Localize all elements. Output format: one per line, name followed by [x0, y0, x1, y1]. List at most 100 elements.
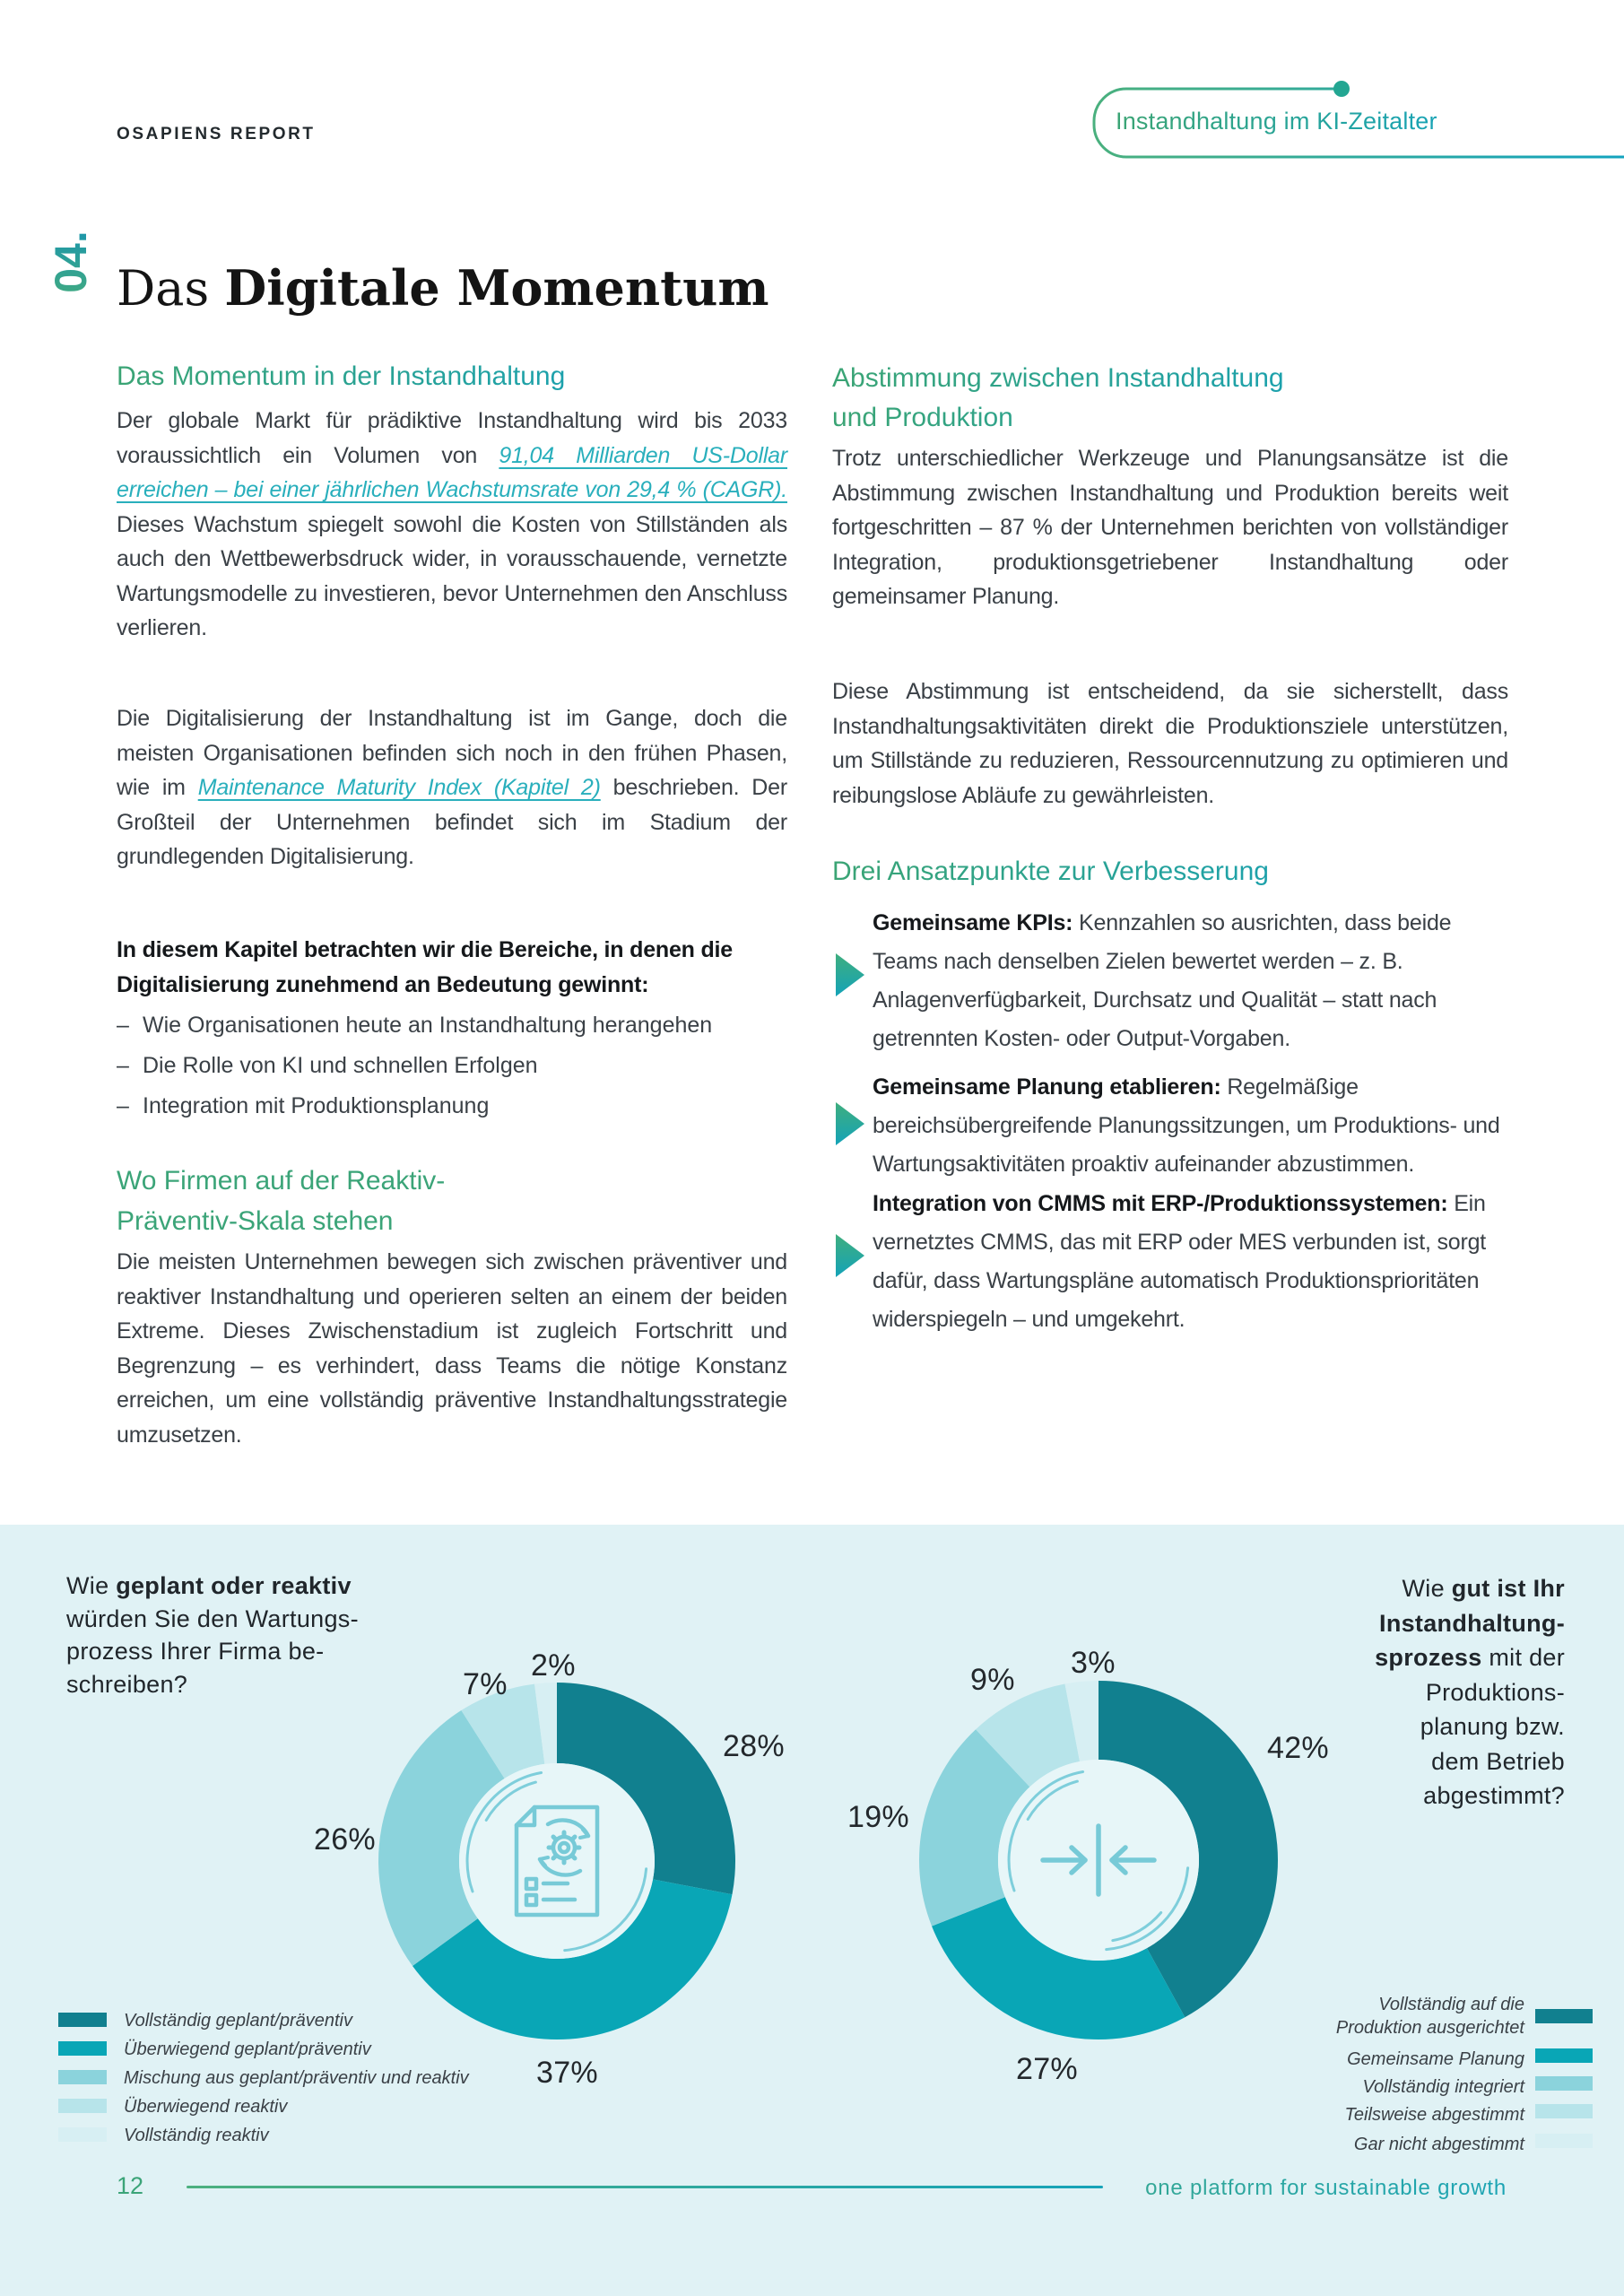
chart-question-left: Wie geplant oder reaktiv würden Sie den …: [66, 1570, 488, 1700]
planung-item-text: Regelmäßige bereichsübergreifende Planun…: [873, 1074, 1500, 1177]
kpi-item: Gemeinsame KPIs: Kennzahlen so ausrichte…: [873, 904, 1508, 1058]
align-converge-icon: [1040, 1823, 1157, 1897]
donut-slice: [932, 1897, 1185, 2039]
question-line: schreiben?: [66, 1670, 188, 1698]
question-line: Wie gut ist Ihr: [1152, 1571, 1565, 1606]
page-title-regular: Das: [117, 260, 225, 317]
paragraph-digitalisierung-text2: beschrieben. Der Großteil der Unternehme…: [117, 775, 787, 869]
arrow-bullet-icon: [836, 1234, 864, 1277]
legend-item: Vollständig geplant/präventiv: [58, 2011, 596, 2031]
question-line: prozess Ihrer Firma be-: [66, 1638, 325, 1665]
kpi-item-lead: Gemeinsame KPIs:: [873, 910, 1073, 935]
page-number: 12: [117, 2172, 144, 2199]
donut-slice: [918, 1729, 1030, 1926]
legend-label: Mischung aus geplant/präventiv und reakt…: [124, 2068, 469, 2088]
question-text: Wie: [66, 1572, 117, 1599]
legend-swatch: [1535, 2134, 1593, 2148]
legend-label: Vollständig integriert: [1362, 2077, 1524, 2097]
donut-hole: [459, 1763, 655, 1959]
heading-line: Wo Firmen auf der Reaktiv-: [117, 1166, 446, 1196]
donut-label: 37%: [536, 2056, 598, 2090]
legend-label: Überwiegend geplant/präventiv: [124, 2039, 371, 2059]
legend-label: Überwiegend reaktiv: [124, 2097, 288, 2117]
list-item: – Wie Organisationen heute an Instandhalt…: [117, 1012, 787, 1039]
donut-slice: [1064, 1681, 1099, 1761]
legend-label: Teilsweise abgestimmt: [1344, 2105, 1524, 2125]
badge-outline: [1092, 87, 1624, 159]
maintenance-checklist-icon: [514, 1805, 600, 1918]
market-volume-link[interactable]: 91,04 Milliarden US-Dollar erreichen – b…: [117, 442, 787, 503]
donut-label: 19%: [847, 1800, 909, 1834]
dash-bullet-icon: –: [117, 1013, 129, 1038]
donut-slice: [461, 1683, 545, 1779]
question-line: abgestimmt?: [1423, 1782, 1565, 1809]
cmms-item: Integration von CMMS mit ERP-/Produktion…: [873, 1185, 1508, 1339]
question-text-bold: gut ist Ihr: [1451, 1575, 1565, 1602]
question-text-bold: sprozess: [1375, 1644, 1482, 1671]
arrow-bullet-icon: [836, 953, 864, 996]
legend-label: Gar nicht abgestimmt: [1353, 2135, 1524, 2154]
donut-chart-wartungsprozess: [360, 1664, 754, 2063]
page-title: Das Digitale Momentum: [117, 262, 769, 315]
chapter-number: 04.: [46, 217, 96, 307]
decorative-arcs: [465, 1771, 648, 1952]
dash-bullet-icon: –: [117, 1053, 129, 1078]
footer-divider: [187, 2186, 1103, 2188]
question-line: dem Betrieb: [1431, 1747, 1565, 1775]
heading-abstimmung: Abstimmung zwischen Instandhaltung und P…: [832, 359, 1508, 438]
paragraph-abstimmung: Trotz unterschiedlicher Werkzeuge und Pl…: [832, 446, 1508, 609]
badge-dot: [1333, 81, 1350, 97]
maturity-index-link[interactable]: Maintenance Maturity Index (Kapitel 2): [197, 775, 601, 800]
question-line: würden Sie den Wartungs-: [66, 1605, 359, 1632]
legend-swatch: [1535, 2076, 1593, 2091]
donut-label: 9%: [970, 1663, 1015, 1697]
planung-item-lead: Gemeinsame Planung etablieren:: [873, 1074, 1221, 1100]
chapter-intro-lead: In diesem Kapitel betrachten wir die Ber…: [117, 937, 734, 997]
list-item: – Integration mit Produktionsplanung: [117, 1092, 787, 1119]
list-item-label: Wie Organisationen heute an Instandhaltu…: [143, 1013, 713, 1038]
chart-panel: [0, 1525, 1624, 2296]
legend-swatch: [1535, 2104, 1593, 2118]
donut-slice: [976, 1683, 1081, 1787]
chart-question-right: Wie gut ist Ihr Instandhaltung- sprozess…: [1152, 1571, 1565, 1813]
donut-label: 2%: [531, 1648, 576, 1683]
paragraph-market-text2: Dieses Wachstum spiegelt sowohl die Kost…: [117, 511, 787, 641]
question-text: mit der: [1481, 1644, 1565, 1671]
legend-item: Überwiegend geplant/präventiv: [58, 2039, 596, 2059]
question-line: Instandhaltung-: [1379, 1609, 1565, 1637]
donut-slice: [534, 1683, 557, 1764]
heading-momentum: Das Momentum in der Instandhaltung: [117, 357, 787, 396]
legend-item: Vollständig reaktiv: [58, 2126, 596, 2145]
planung-item: Gemeinsame Planung etablieren: Regelmäßi…: [873, 1068, 1508, 1184]
donut-slice: [1099, 1681, 1278, 2018]
heading-reaktiv-praeventiv: Wo Firmen auf der Reaktiv- Präventiv-Ska…: [117, 1161, 787, 1241]
legend-swatch: [58, 2041, 107, 2056]
paragraph-entscheidend: Diese Abstimmung ist entscheidend, da si…: [832, 679, 1508, 808]
list-item-label: Die Rolle von KI und schnellen Erfolgen: [143, 1053, 538, 1078]
legend-label: Gemeinsame Planung: [1347, 2049, 1524, 2069]
paragraph-digitalisierung: Die Digitalisierung der Instandhaltung i…: [117, 701, 787, 874]
dash-bullet-icon: –: [117, 1093, 129, 1118]
chapter-badge-frame: [1092, 81, 1624, 159]
question-text-bold: geplant oder reaktiv: [116, 1572, 352, 1599]
legend-swatch: [58, 2070, 107, 2084]
legend-label: Vollständig geplant/präventiv: [124, 2011, 352, 2031]
cmms-item-lead: Integration von CMMS mit ERP-/Produktion…: [873, 1191, 1448, 1216]
donut-label: 28%: [723, 1729, 785, 1763]
legend-swatch: [1535, 2009, 1593, 2023]
donut-label: 27%: [1016, 2052, 1078, 2086]
question-line: planung bzw.: [1420, 1713, 1565, 1740]
legend-swatch: [58, 2099, 107, 2113]
donut-slice: [557, 1683, 736, 1895]
list-item-label: Integration mit Produktionsplanung: [143, 1093, 490, 1118]
heading-line: Abstimmung zwischen Instandhaltung: [832, 363, 1284, 393]
donut-label: 7%: [463, 1667, 508, 1701]
cmms-item-text: Ein vernetztes CMMS, das mit ERP oder ME…: [873, 1191, 1487, 1332]
paragraph-market-text: Der globale Markt für prädiktive Instand…: [117, 408, 787, 468]
question-line: Wie geplant oder reaktiv: [66, 1570, 488, 1603]
badge-label: Instandhaltung im KI-Zeitalter: [1116, 108, 1492, 135]
paragraph-market: Der globale Markt für prädiktive Instand…: [117, 404, 787, 646]
donut-slice: [378, 1709, 505, 1966]
question-line: sprozess mit der: [1152, 1640, 1565, 1675]
